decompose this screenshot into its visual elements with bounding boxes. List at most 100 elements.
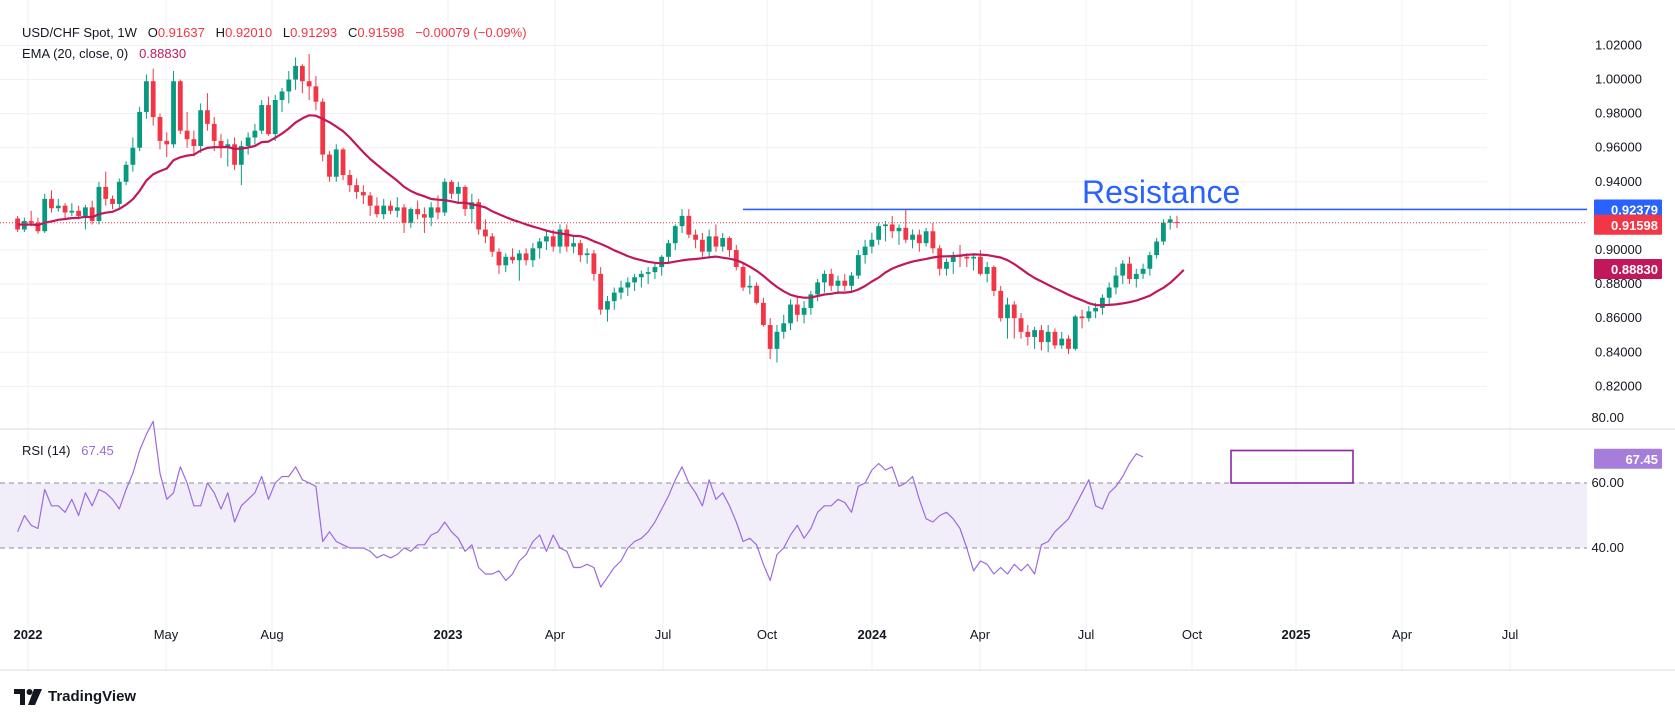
candle-body bbox=[1079, 316, 1085, 319]
candle-body bbox=[889, 224, 895, 232]
candle-body bbox=[625, 282, 631, 288]
candle-body bbox=[503, 256, 509, 266]
candle-body bbox=[557, 229, 563, 247]
rsi-highlight-box bbox=[1230, 449, 1354, 484]
candle-body bbox=[869, 239, 875, 247]
open-value: 0.91637 bbox=[157, 25, 205, 40]
rsi-tick-label: 80.00 bbox=[1591, 410, 1624, 425]
candle-body bbox=[455, 186, 461, 194]
candle-body bbox=[272, 100, 278, 135]
candle-body bbox=[442, 181, 448, 213]
resistance-annotation: Resistance bbox=[1082, 174, 1240, 210]
candle-body bbox=[618, 287, 624, 293]
candle-body bbox=[971, 256, 976, 259]
candle-body bbox=[184, 130, 190, 140]
candle-body bbox=[1038, 330, 1044, 343]
price-tick-label: 0.86000 bbox=[1595, 310, 1642, 325]
candle-body bbox=[110, 198, 115, 204]
candle-body bbox=[964, 256, 970, 259]
candle-body bbox=[727, 238, 732, 250]
candle-body bbox=[754, 285, 760, 303]
resistance-price-badge: 0.92379 bbox=[1611, 202, 1658, 217]
candle-body bbox=[428, 207, 434, 218]
x-tick-label: Jul bbox=[1078, 627, 1095, 642]
candle-body bbox=[923, 231, 929, 244]
candle-body bbox=[1140, 268, 1146, 274]
candle-body bbox=[211, 123, 217, 141]
candle-body bbox=[774, 331, 780, 349]
rsi-legend: RSI (14) 67.45 bbox=[22, 443, 114, 458]
candle-body bbox=[1018, 318, 1024, 332]
overlays: Resistance bbox=[0, 174, 1587, 484]
rsi-line bbox=[17, 420, 1144, 588]
candle-body bbox=[1100, 297, 1105, 308]
candle-body bbox=[1066, 338, 1071, 349]
candle-body bbox=[679, 215, 685, 227]
candle-body bbox=[347, 175, 353, 186]
candle-body bbox=[205, 110, 210, 124]
candle-body bbox=[1005, 304, 1010, 319]
candle-body bbox=[1161, 222, 1166, 242]
candle-body bbox=[713, 236, 719, 247]
candle-body bbox=[83, 207, 88, 216]
candle-body bbox=[69, 210, 75, 213]
candle-body bbox=[35, 222, 41, 232]
candle-body bbox=[855, 255, 861, 276]
rsi-band bbox=[0, 482, 1587, 549]
candle-body bbox=[815, 282, 821, 295]
candle-body bbox=[693, 234, 698, 240]
candle-body bbox=[516, 253, 522, 261]
rsi-value: 67.45 bbox=[81, 443, 114, 458]
candle-body bbox=[1025, 331, 1031, 337]
candle-body bbox=[394, 207, 400, 211]
low-value: 0.91293 bbox=[290, 25, 338, 40]
candle-body bbox=[822, 273, 827, 283]
close-value: 0.91598 bbox=[357, 25, 405, 40]
x-tick-label: Oct bbox=[1182, 627, 1203, 642]
candle-body bbox=[198, 110, 204, 147]
candle-body bbox=[577, 243, 583, 256]
candle-body bbox=[652, 267, 658, 273]
candle-body bbox=[422, 214, 427, 218]
rsi-band-fill bbox=[0, 483, 1587, 548]
candle-body bbox=[537, 241, 543, 249]
candle-body bbox=[55, 205, 61, 209]
rsi-tick-label: 40.00 bbox=[1591, 540, 1624, 555]
grid bbox=[0, 0, 1675, 671]
x-tick-label: 2024 bbox=[858, 627, 888, 642]
candle-body bbox=[388, 205, 393, 211]
candle-body bbox=[340, 149, 346, 175]
ema-line-path bbox=[17, 114, 1185, 307]
ema-price-badge: 0.88830 bbox=[1611, 262, 1658, 277]
candle-body bbox=[1059, 338, 1065, 346]
candle-body bbox=[144, 81, 149, 112]
price-tick-label: 0.88000 bbox=[1595, 276, 1642, 291]
candle-body bbox=[896, 227, 902, 232]
rsi-line-path bbox=[17, 420, 1144, 588]
candle-body bbox=[706, 236, 712, 252]
candle-body bbox=[544, 236, 549, 242]
tradingview-logo-icon bbox=[14, 688, 42, 705]
candlestick-series bbox=[15, 53, 1180, 363]
tradingview-brand[interactable]: TradingView bbox=[14, 688, 136, 705]
candle-body bbox=[496, 251, 502, 266]
candle-body bbox=[435, 207, 441, 213]
candle-body bbox=[415, 209, 421, 215]
candle-body bbox=[767, 325, 773, 349]
candle-body bbox=[42, 198, 48, 232]
candle-body bbox=[916, 234, 922, 244]
candle-body bbox=[1052, 331, 1058, 346]
candle-body bbox=[28, 221, 34, 223]
candle-body bbox=[733, 250, 739, 268]
candle-body bbox=[157, 117, 163, 141]
x-tick-label: 2025 bbox=[1282, 627, 1311, 642]
candle-body bbox=[571, 243, 576, 247]
candle-body bbox=[218, 140, 224, 148]
candle-body bbox=[320, 101, 326, 155]
candle-body bbox=[944, 261, 949, 269]
candle-body bbox=[950, 255, 956, 262]
candle-body bbox=[1086, 311, 1092, 319]
price-tick-label: 0.96000 bbox=[1595, 140, 1642, 155]
candle-body bbox=[862, 246, 868, 256]
